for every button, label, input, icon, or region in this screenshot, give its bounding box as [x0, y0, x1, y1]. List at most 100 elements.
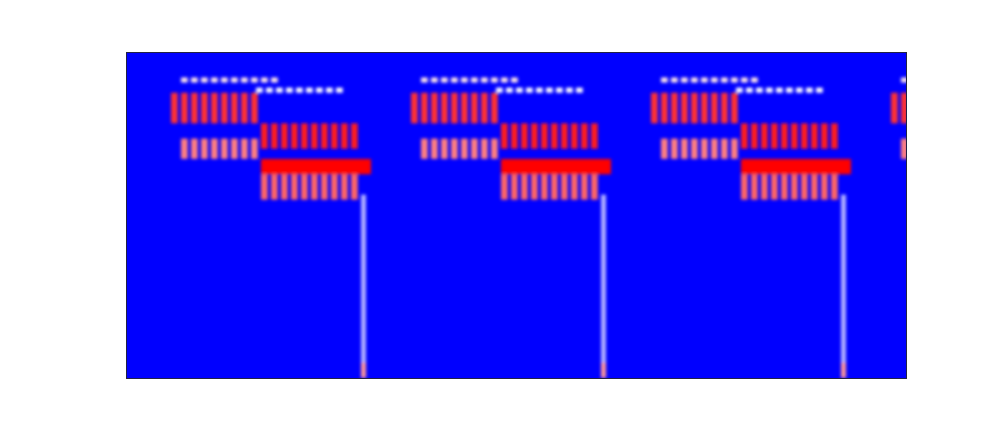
heatmap-cell [521, 123, 528, 149]
heatmap-cell [681, 77, 688, 83]
heatmap-cell [951, 93, 958, 124]
heatmap-cell [501, 158, 611, 175]
heatmap-cell [251, 92, 258, 124]
heatmap-cell [501, 77, 508, 83]
heatmap-cell [581, 174, 588, 200]
heatmap-cell [261, 158, 371, 175]
heatmap-cell [441, 92, 448, 124]
heatmap-cell [931, 139, 938, 159]
heatmap-cell [891, 92, 898, 124]
heatmap-cell [991, 174, 998, 199]
heatmap-cell [591, 123, 598, 149]
heatmap-cell [771, 123, 778, 149]
heatmap-cell [351, 174, 358, 200]
heatmap-cell [231, 92, 238, 124]
heatmap-cell [521, 174, 528, 200]
heatmap-cell [651, 92, 658, 124]
heatmap-cell [471, 92, 478, 124]
heatmap-cell [981, 159, 1008, 174]
heatmap-cell [181, 92, 188, 124]
heatmap-cell [316, 87, 323, 93]
heatmap-cell [351, 123, 358, 149]
heatmap-cell [501, 174, 508, 200]
heatmap-cell [241, 138, 248, 159]
heatmap-cell [451, 92, 458, 124]
heatmap-cell [971, 77, 978, 82]
heatmap-cell [336, 87, 343, 93]
heatmap-cell [341, 174, 348, 200]
heatmap-cell [291, 123, 298, 149]
heatmap-cell [331, 123, 338, 149]
heatmap-cell [241, 77, 248, 83]
heatmap-cell [791, 174, 798, 200]
heatmap-cell [541, 174, 548, 200]
heatmap-cell [221, 92, 228, 124]
heatmap-cell [561, 174, 568, 200]
heatmap-cell [471, 138, 478, 159]
heatmap-cell [251, 138, 258, 159]
heatmap-cell [541, 123, 548, 149]
heatmap-cell [981, 123, 988, 148]
heatmap-cell [996, 88, 1003, 93]
heatmap-cell [271, 77, 278, 83]
heatmap-cell [321, 174, 328, 200]
heatmap-cell [941, 77, 948, 82]
heatmap-cell [761, 123, 768, 149]
heatmap-cell [681, 138, 688, 159]
heatmap-cell [361, 362, 366, 378]
heatmap-cell [711, 138, 718, 159]
heatmap-cell [901, 92, 906, 124]
heatmap-cell [671, 138, 678, 159]
heatmap-cell [201, 92, 208, 124]
heatmap-cell [491, 138, 498, 159]
heatmap-cell [736, 87, 743, 93]
heatmap-cell [461, 77, 468, 83]
heatmap-cell [421, 138, 428, 159]
heatmap-cell [211, 92, 218, 124]
heatmap-cell [276, 87, 283, 93]
heatmap-cell [201, 138, 208, 159]
heatmap-cell [691, 92, 698, 124]
heatmap-cell [211, 138, 218, 159]
heatmap-cell [301, 174, 308, 200]
heatmap-cell [981, 174, 988, 199]
heatmap-cell [581, 123, 588, 149]
heatmap-cell [976, 88, 983, 93]
heatmap-cell [201, 77, 208, 83]
heatmap-cell [771, 174, 778, 200]
heatmap-cell [511, 77, 518, 83]
heatmap-cell [756, 87, 763, 93]
heatmap-cell [711, 92, 718, 124]
heatmap-cell [761, 174, 768, 200]
heatmap-cell [801, 174, 808, 200]
heatmap-cell [781, 174, 788, 200]
heatmap-cell [421, 77, 428, 83]
heatmap-cell [961, 139, 968, 159]
heatmap-cell [241, 92, 248, 124]
plot-frame [126, 52, 907, 379]
heatmap-cell [421, 92, 428, 124]
heatmap-cell [986, 88, 993, 93]
heatmap-cell [901, 138, 906, 159]
heatmap-cell [601, 194, 606, 378]
heatmap-cell [281, 174, 288, 200]
heatmap-cell [281, 123, 288, 149]
heatmap-cell [811, 174, 818, 200]
heatmap-cell [501, 123, 508, 149]
heatmap-cell [941, 139, 948, 159]
heatmap-cell [961, 93, 968, 124]
heatmap-cell [481, 77, 488, 83]
heatmap-cell [751, 174, 758, 200]
heatmap-cell [221, 77, 228, 83]
heatmap-cell [431, 77, 438, 83]
heatmap-cell [911, 139, 918, 159]
heatmap-cell [921, 77, 928, 82]
heatmap-cell [191, 77, 198, 83]
heatmap-cell [601, 362, 606, 378]
heatmap-cell [181, 138, 188, 159]
heatmap-cell [701, 92, 708, 124]
heatmap-cell [971, 139, 978, 159]
heatmap-cell [431, 92, 438, 124]
heatmap-cell [841, 362, 846, 378]
heatmap-cell [326, 87, 333, 93]
